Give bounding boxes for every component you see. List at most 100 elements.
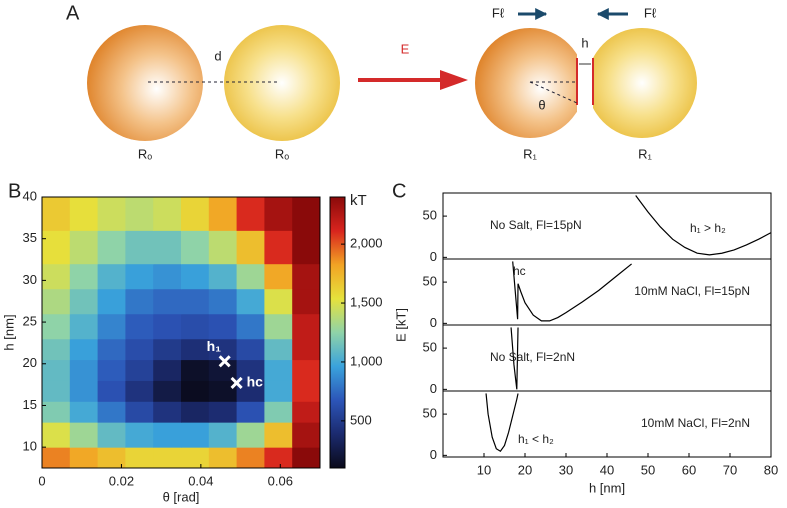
heat-cell [97, 338, 126, 361]
radius-label: Rₒ [275, 146, 289, 161]
heat-cell [292, 263, 321, 290]
heat-cell [181, 401, 210, 423]
heat-cell [125, 230, 154, 265]
heat-cell [125, 380, 154, 402]
y-tick-label: 0 [430, 249, 437, 264]
y-tick-label: 30 [23, 272, 37, 287]
heat-cell [42, 359, 71, 381]
heat-cell [97, 380, 126, 402]
sphere [224, 25, 340, 141]
y-tick-label: 0 [430, 381, 437, 396]
heat-cell [264, 447, 293, 469]
marker-label: h₁ [207, 338, 222, 354]
heat-cell [236, 338, 265, 361]
heat-cell [264, 422, 293, 448]
heat-cell [42, 313, 71, 340]
subplot-label: 10mM NaCl, Fl=2nN [641, 416, 750, 430]
x-tick-label: 10 [477, 462, 491, 477]
heat-cell [97, 447, 126, 469]
panel-label: C [392, 180, 406, 202]
heat-cell [292, 401, 321, 423]
heat-cell [181, 263, 210, 290]
heat-cell [236, 263, 265, 290]
heat-cell [208, 338, 238, 361]
colorbar-tick-label: 1,000 [350, 353, 383, 368]
x-tick-label: 80 [764, 462, 778, 477]
heat-cell [236, 359, 265, 381]
heat-cell [69, 422, 99, 448]
heat-cell [97, 313, 126, 340]
colorbar-tick-label: 500 [350, 412, 372, 427]
y-tick-label: 35 [23, 230, 37, 245]
heat-cell [236, 313, 265, 340]
heat-cell [181, 313, 210, 340]
heat-cell [97, 230, 126, 265]
plot-frame [41, 196, 321, 469]
heat-cell [153, 338, 182, 361]
y-tick-label: 50 [423, 406, 437, 421]
x-tick-label: 0.04 [188, 473, 213, 488]
y-tick-label: 10 [23, 439, 37, 454]
heat-cell [208, 313, 238, 340]
heat-cell [125, 263, 154, 290]
x-tick-label: 70 [723, 462, 737, 477]
heat-cell [181, 288, 210, 315]
heat-cell [292, 359, 321, 381]
heat-cell [125, 338, 154, 361]
heat-cell [236, 230, 265, 265]
x-axis-label: h [nm] [589, 480, 625, 495]
heat-cell [181, 338, 210, 361]
heat-cell [125, 288, 154, 315]
colorbar-label: kT [350, 192, 367, 209]
heat-cell [292, 230, 321, 265]
y-tick-label: 50 [423, 208, 437, 223]
distance-label: d [214, 48, 221, 63]
heat-cell [69, 380, 99, 402]
radius-label: Rₒ [138, 146, 152, 161]
heat-cell [42, 401, 71, 423]
field-arrow [358, 70, 468, 90]
gap-label: h [581, 35, 588, 50]
heat-cell [292, 197, 321, 231]
heat-cell [153, 422, 182, 448]
heat-cell [264, 380, 293, 402]
x-tick-label: 0.02 [109, 473, 134, 488]
heat-cell [97, 401, 126, 423]
heat-cell [208, 197, 238, 231]
heat-cell [181, 230, 210, 265]
heat-cell [42, 422, 71, 448]
heat-cell [69, 338, 99, 361]
panel-label: A [66, 2, 80, 24]
heat-cell [153, 359, 182, 381]
heat-cell [153, 230, 182, 265]
heat-cell [236, 422, 265, 448]
heat-cell [153, 313, 182, 340]
colorbar-tick-label: 2,000 [350, 236, 383, 251]
marker [218, 355, 231, 368]
heat-cell [264, 401, 293, 423]
force-label: Fℓ [492, 5, 505, 20]
energy-curve [635, 195, 772, 256]
heat-cell [264, 338, 293, 361]
heat-cell [264, 313, 293, 340]
x-tick-label: 40 [600, 462, 614, 477]
heat-cell [236, 288, 265, 315]
heat-cell [69, 230, 99, 265]
heat-cell [153, 288, 182, 315]
energy-curve [510, 327, 519, 390]
colorbar-tick-label: 1,500 [350, 294, 383, 309]
heat-cell [42, 230, 71, 265]
heat-cell [236, 401, 265, 423]
heat-cell [236, 380, 265, 402]
heat-cell [69, 197, 99, 231]
heat-cell [208, 447, 238, 469]
radius-label: R₁ [638, 146, 652, 161]
heat-cell [292, 380, 321, 402]
force-label: Fℓ [644, 5, 657, 20]
heat-cell [181, 197, 210, 231]
y-axis-label: E [kT] [393, 308, 408, 342]
x-tick-label: 30 [559, 462, 573, 477]
heat-cell [97, 263, 126, 290]
heat-cell [153, 401, 182, 423]
